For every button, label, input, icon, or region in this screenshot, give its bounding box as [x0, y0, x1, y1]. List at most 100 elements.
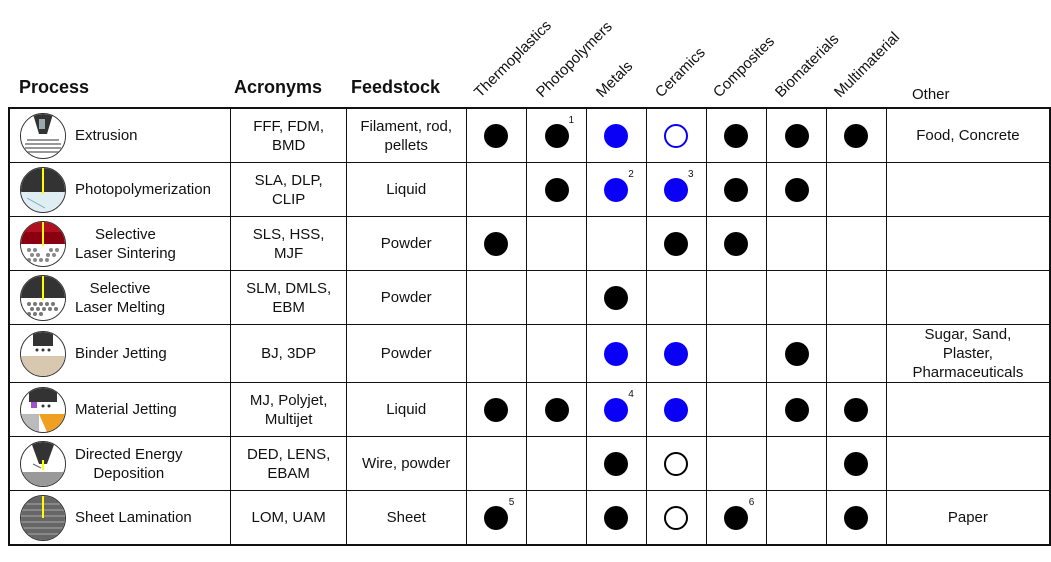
feedstock-cell-line: Liquid — [386, 401, 427, 418]
feedstock-cell-line: Powder — [380, 289, 432, 306]
acronyms-cell-line: SLS, HSS, — [252, 225, 325, 243]
material-cell: 3 — [645, 162, 707, 217]
material-header: Composites — [709, 32, 779, 101]
black-dot-marker — [604, 285, 629, 310]
process-name: Directed Energy Deposition — [75, 445, 183, 483]
table-row: Selective Laser Sintering SLS, HSS, MJF Powd… — [8, 216, 1051, 271]
material-cell — [705, 382, 768, 437]
material-cell — [526, 162, 588, 217]
feedstock-cell-line: Powder — [380, 345, 432, 362]
blue-dot-marker — [604, 397, 629, 422]
material-cell: 4 — [586, 382, 647, 437]
material-cell — [705, 216, 768, 271]
feedstock-cell: Powder — [345, 270, 467, 325]
acronyms-cell-line: Multijet — [264, 410, 313, 428]
process-cell: Photopolymerization — [8, 162, 232, 217]
material-cell — [766, 162, 828, 217]
feedstock-cell: Liquid — [345, 162, 467, 217]
process-name-line: Sheet Lamination — [75, 509, 192, 526]
acronyms-cell: DED, LENS, EBAM — [230, 436, 347, 491]
process-name-line: Binder Jetting — [75, 345, 167, 362]
material-cell — [586, 270, 647, 325]
material-header: Metals — [592, 57, 637, 101]
other-cell — [885, 382, 1051, 437]
material-cell — [526, 490, 588, 546]
process-name: Sheet Lamination — [75, 508, 192, 527]
process-name-line: Photopolymerization — [75, 181, 211, 198]
process-name: Material Jetting — [75, 400, 177, 419]
black-dot-marker — [604, 451, 629, 476]
process-name-line: Selective — [95, 225, 156, 243]
black-dot-marker — [664, 231, 689, 256]
material-cell: 6 — [705, 490, 768, 546]
photopolymerization-icon — [20, 166, 66, 213]
process-cell: Directed Energy Deposition — [8, 436, 232, 491]
acronyms-cell-line: BJ, 3DP — [261, 345, 317, 362]
acronyms-cell-line: SLM, DMLS, — [246, 279, 332, 297]
material-cell — [465, 107, 528, 163]
acronyms-cell: SLS, HSS, MJF — [230, 216, 347, 271]
footnote-number: 1 — [568, 115, 575, 126]
material-cell — [766, 216, 828, 271]
process-name: Selective Laser Melting — [75, 279, 165, 317]
footnote-number: 5 — [508, 497, 515, 508]
material-cell — [705, 107, 768, 163]
black-dot-marker — [604, 505, 629, 530]
black-dot-marker — [484, 123, 509, 148]
black-dot-marker — [544, 397, 569, 422]
directed-energy-icon — [20, 440, 66, 487]
feedstock-cell-line: pellets — [384, 136, 428, 154]
black-dot-marker — [544, 123, 569, 148]
acronyms-cell-line: CLIP — [271, 190, 306, 208]
material-cell — [645, 270, 707, 325]
material-cell: 2 — [586, 162, 647, 217]
laser-melting-icon — [20, 274, 66, 321]
footnote-number: 3 — [687, 169, 694, 180]
open-circle-marker — [664, 505, 689, 530]
material-cell — [826, 162, 887, 217]
material-cell — [766, 490, 828, 546]
other-cell — [885, 270, 1051, 325]
acronyms-cell-line: BMD — [271, 136, 306, 154]
feedstock-cell-line: Filament, rod, — [360, 117, 453, 135]
black-dot-marker — [784, 177, 809, 202]
material-cell — [766, 107, 828, 163]
acronyms-cell: SLA, DLP, CLIP — [230, 162, 347, 217]
material-cell — [826, 270, 887, 325]
material-cell — [826, 490, 887, 546]
blue-dot-marker — [664, 397, 689, 422]
blue-dot-marker — [664, 177, 689, 202]
feedstock-cell: Powder — [345, 216, 467, 271]
other-cell-line: Food, Concrete — [916, 127, 1020, 144]
acronyms-cell-line: MJ, Polyjet, — [249, 391, 328, 409]
black-dot-marker — [544, 177, 569, 202]
material-cell — [826, 324, 887, 383]
material-cell — [465, 270, 528, 325]
feedstock-cell: Wire, powder — [345, 436, 467, 491]
blue-dot-marker — [604, 177, 629, 202]
blue-dot-marker — [604, 123, 629, 148]
open-circle-marker — [664, 123, 689, 148]
material-cell — [766, 436, 828, 491]
material-cell — [465, 382, 528, 437]
process-name: Photopolymerization — [75, 180, 211, 199]
process-name-line: Deposition — [93, 464, 165, 482]
acronyms-cell-line: LOM, UAM — [251, 509, 326, 526]
feedstock-cell: Sheet — [345, 490, 467, 546]
material-cell — [645, 436, 707, 491]
material-cell — [465, 436, 528, 491]
table-row: Photopolymerization SLA, DLP, CLIP Liquid 2 3 — [8, 162, 1051, 217]
material-cell — [586, 216, 647, 271]
material-cell — [465, 324, 528, 383]
other-cell-line: Plaster, — [942, 345, 993, 362]
feedstock-cell: Powder — [345, 324, 467, 383]
acronyms-cell-line: DED, LENS, — [246, 445, 331, 463]
process-name-line: Material Jetting — [75, 401, 177, 418]
material-cell — [526, 324, 588, 383]
acronyms-cell: MJ, Polyjet, Multijet — [230, 382, 347, 437]
acronyms-cell-line: MJF — [274, 244, 304, 262]
black-dot-marker — [724, 177, 749, 202]
other-cell-line: Pharmaceuticals — [912, 364, 1024, 381]
feedstock-header: Feedstock — [351, 77, 441, 97]
feedstock-cell-line: Sheet — [386, 509, 426, 526]
